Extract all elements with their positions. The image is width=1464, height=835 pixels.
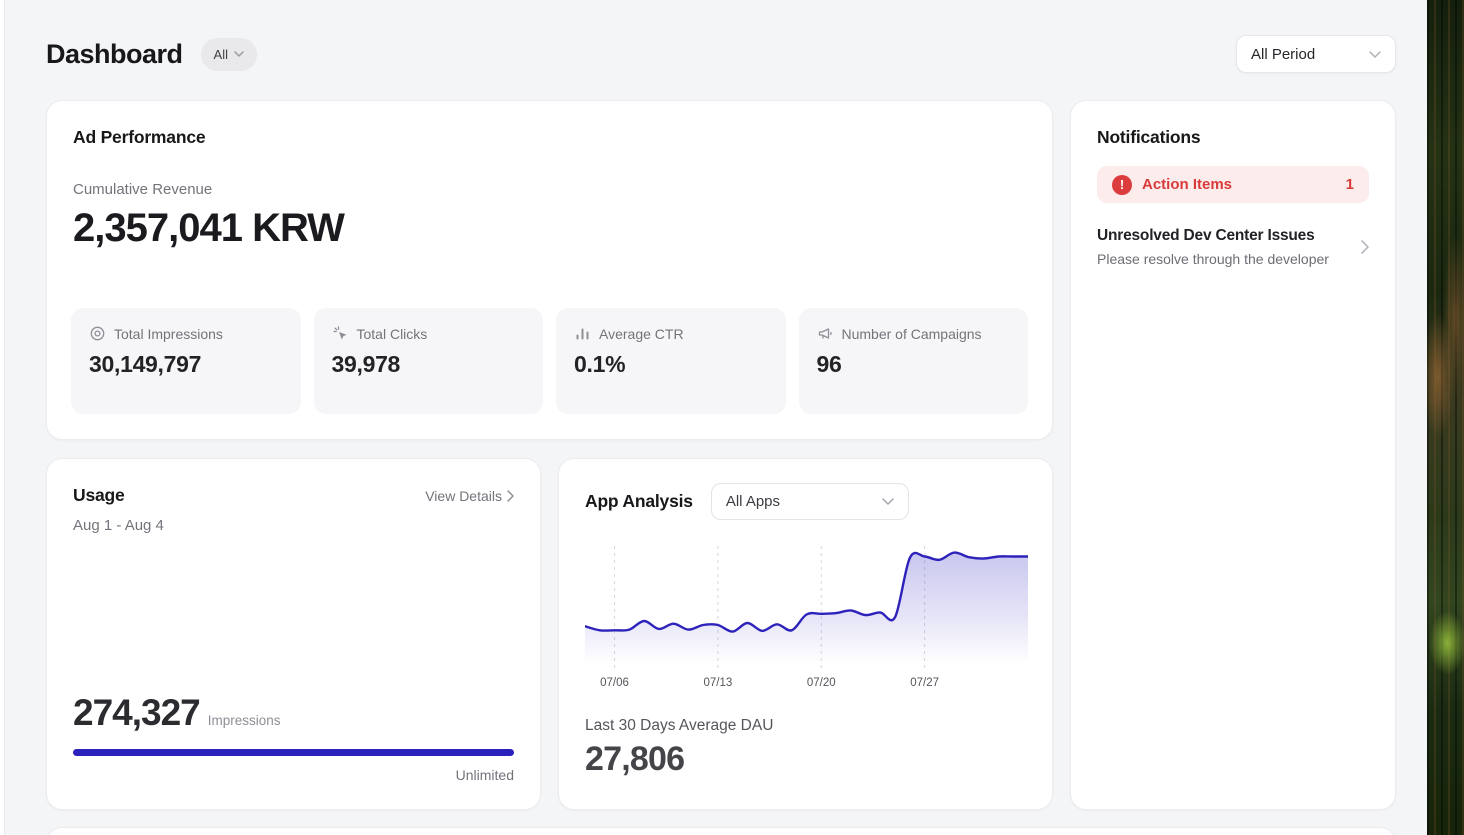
svg-text:07/13: 07/13 bbox=[704, 677, 733, 689]
notifications-title: Notifications bbox=[1097, 127, 1201, 147]
notification-item-dev-center[interactable]: Unresolved Dev Center Issues Please reso… bbox=[1097, 227, 1369, 267]
chevron-down-icon bbox=[882, 498, 894, 505]
chevron-down-icon bbox=[1369, 50, 1381, 58]
svg-text:07/20: 07/20 bbox=[807, 677, 836, 689]
usage-unit-label: Impressions bbox=[207, 713, 281, 728]
view-details-label: View Details bbox=[425, 487, 502, 504]
click-icon bbox=[332, 326, 346, 340]
window-left-edge bbox=[0, 0, 5, 835]
dau-value: 27,806 bbox=[585, 740, 685, 778]
usage-progress-bar bbox=[73, 749, 514, 756]
period-select-value: All Period bbox=[1251, 45, 1316, 63]
usage-date-range: Aug 1 - Aug 4 bbox=[73, 517, 164, 534]
svg-text:07/06: 07/06 bbox=[600, 677, 629, 689]
stat-tile-row: Total Impressions 30,149,797 Total Click… bbox=[71, 308, 1028, 414]
stat-tile-campaigns: Number of Campaigns 96 bbox=[798, 308, 1028, 414]
action-items-count: 1 bbox=[1345, 176, 1354, 193]
usage-limit-label: Unlimited bbox=[455, 767, 514, 783]
stat-value: 39,978 bbox=[331, 351, 401, 377]
dau-label: Last 30 Days Average DAU bbox=[585, 717, 774, 734]
stat-value: 96 bbox=[816, 351, 842, 377]
app-filter-select[interactable]: All Apps bbox=[710, 483, 909, 520]
usage-title: Usage bbox=[73, 485, 125, 505]
ad-performance-card: Ad Performance Cumulative Revenue 2,357,… bbox=[46, 100, 1053, 440]
page-title: Dashboard bbox=[46, 38, 183, 69]
stat-value: 30,149,797 bbox=[89, 351, 202, 377]
notification-item-title: Unresolved Dev Center Issues bbox=[1097, 227, 1315, 244]
bar-chart-icon bbox=[576, 328, 589, 340]
cumulative-revenue-label: Cumulative Revenue bbox=[73, 181, 213, 198]
stat-label: Total Clicks bbox=[356, 325, 428, 342]
app-filter-value: All Apps bbox=[725, 493, 781, 510]
app-analysis-card: App Analysis All Apps 07/06 07/13 07/20 07/… bbox=[558, 458, 1053, 810]
chevron-right-icon bbox=[507, 489, 514, 502]
bottom-card-partial bbox=[46, 827, 1396, 835]
page-header: Dashboard All All Period bbox=[46, 30, 1396, 78]
scope-filter-dropdown[interactable]: All bbox=[200, 37, 257, 71]
view-details-link[interactable]: View Details bbox=[425, 488, 514, 504]
action-items-banner[interactable]: ! Action Items 1 bbox=[1097, 166, 1369, 203]
notification-item-description: Please resolve through the developer bbox=[1097, 251, 1329, 267]
notifications-card: Notifications ! Action Items 1 Unresolve… bbox=[1070, 100, 1396, 810]
stat-label: Average CTR bbox=[599, 325, 684, 342]
scope-filter-label: All bbox=[213, 46, 228, 62]
period-select[interactable]: All Period bbox=[1236, 35, 1396, 73]
action-items-label: Action Items bbox=[1142, 176, 1233, 193]
alert-icon: ! bbox=[1112, 174, 1132, 195]
chevron-down-icon bbox=[234, 51, 244, 57]
usage-card: Usage View Details Aug 1 - Aug 4 274,327… bbox=[46, 458, 541, 810]
stat-tile-clicks: Total Clicks 39,978 bbox=[313, 308, 543, 414]
dashboard-page: Dashboard All All Period Ad Performance … bbox=[5, 0, 1427, 835]
stat-tile-impressions: Total Impressions 30,149,797 bbox=[71, 308, 301, 414]
stat-label: Total Impressions bbox=[114, 325, 223, 342]
svg-text:07/27: 07/27 bbox=[910, 677, 939, 689]
usage-value: 274,327 bbox=[73, 692, 201, 733]
cumulative-revenue-value: 2,357,041 KRW bbox=[73, 206, 345, 250]
app-analysis-title: App Analysis bbox=[585, 491, 693, 511]
megaphone-icon bbox=[818, 328, 832, 339]
eye-icon bbox=[90, 326, 105, 341]
desktop-wallpaper-forest bbox=[1427, 0, 1464, 835]
stat-value: 0.1% bbox=[574, 351, 626, 377]
dau-area-chart: 07/06 07/13 07/20 07/27 bbox=[583, 544, 1030, 697]
stat-tile-ctr: Average CTR 0.1% bbox=[556, 308, 786, 414]
stat-label: Number of Campaigns bbox=[841, 325, 982, 342]
chevron-right-icon bbox=[1361, 240, 1369, 254]
ad-performance-title: Ad Performance bbox=[73, 127, 206, 147]
